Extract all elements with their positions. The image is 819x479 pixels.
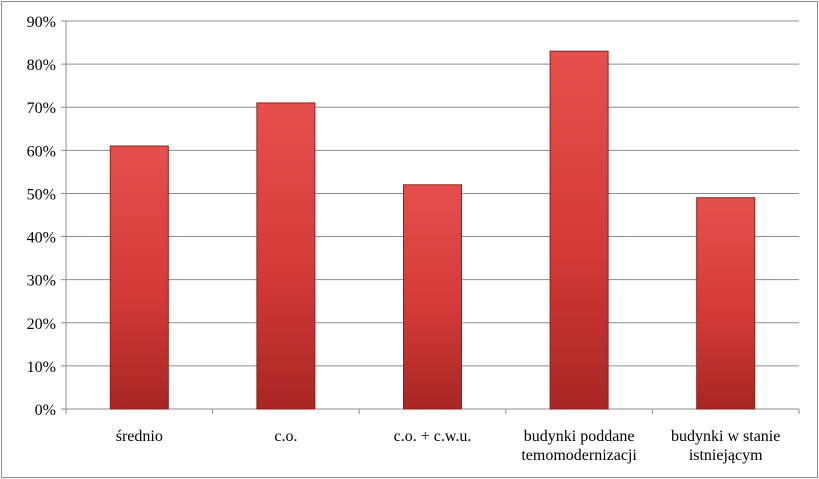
x-category-label-2-line-0: c.o. + c.w.u. bbox=[394, 428, 472, 445]
y-tick-label-90: 90% bbox=[27, 14, 56, 31]
x-category-label-3-line-0: budynki poddane bbox=[524, 428, 635, 445]
bar-1 bbox=[256, 102, 316, 410]
y-tick-label-70: 70% bbox=[27, 100, 56, 117]
x-category-label-4-line-1: istniejącym bbox=[689, 447, 763, 464]
bar-4 bbox=[696, 197, 756, 410]
y-tick-labels: 0% 10% 20% 30% 40% 50% 60% 70% 80% 90% bbox=[27, 14, 56, 419]
y-tick-label-30: 30% bbox=[27, 273, 56, 290]
bars bbox=[109, 50, 756, 410]
x-category-label-1-line-0: c.o. bbox=[274, 428, 297, 445]
y-tick-label-0: 0% bbox=[35, 402, 56, 419]
y-tick-label-60: 60% bbox=[27, 143, 56, 160]
bar-3 bbox=[549, 50, 609, 410]
x-category-labels: średnio c.o. c.o. + c.w.u. budynki poddane t… bbox=[116, 428, 781, 464]
x-category-label-0-line-0: średnio bbox=[116, 428, 163, 445]
y-tick-label-80: 80% bbox=[27, 57, 56, 74]
x-category-label-3-line-1: temomodernizacji bbox=[521, 447, 637, 464]
y-tick-label-20: 20% bbox=[27, 316, 56, 333]
y-tick-label-10: 10% bbox=[27, 359, 56, 376]
y-tick-label-40: 40% bbox=[27, 230, 56, 247]
bar-2 bbox=[403, 184, 462, 410]
x-category-label-4-line-0: budynki w stanie bbox=[671, 428, 780, 445]
bar-0 bbox=[109, 145, 169, 410]
y-tick-label-50: 50% bbox=[27, 186, 56, 203]
